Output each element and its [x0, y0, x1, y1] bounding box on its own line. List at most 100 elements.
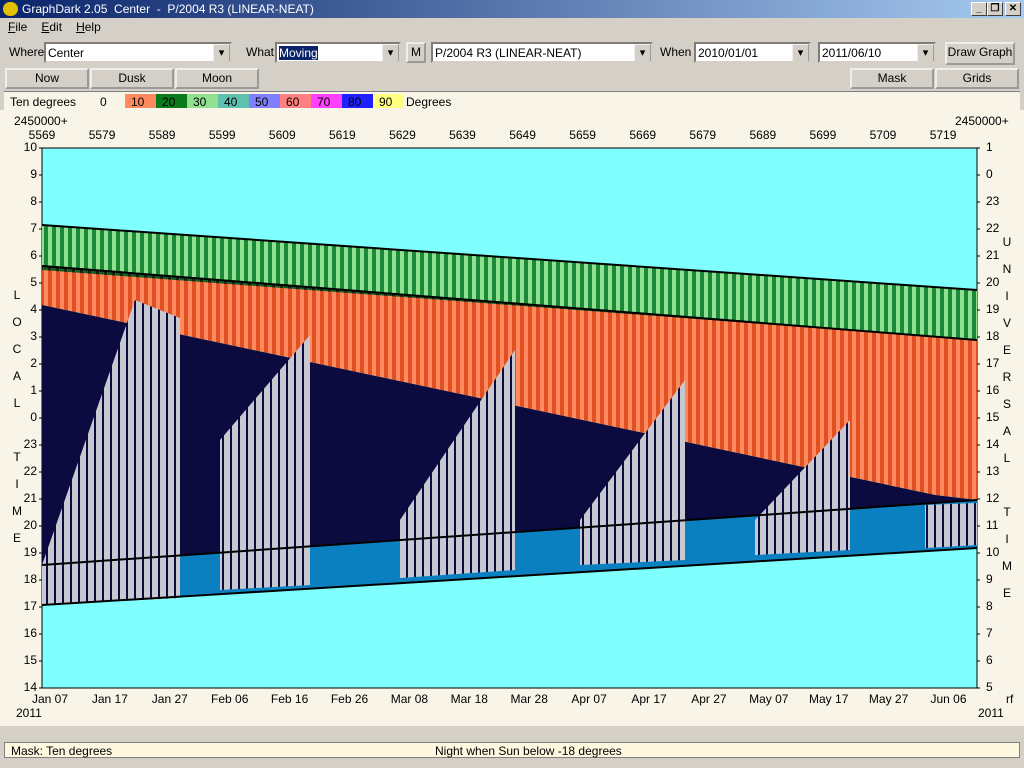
jd-label: 5659 [569, 128, 596, 142]
local-tick-label: 9 [30, 167, 37, 181]
legend-step: 10 [131, 95, 145, 109]
date-label: Jun 06 [930, 692, 966, 706]
status-bar: Mask: Ten degrees Night when Sun below -… [4, 742, 1020, 758]
local-tick-label: 8 [30, 194, 37, 208]
date-label: Apr 07 [571, 692, 607, 706]
ut-tick-label: 9 [986, 572, 993, 586]
legend-swatch: 60 [280, 94, 311, 109]
local-tick-label: 19 [24, 545, 38, 559]
altitude-band-light [42, 225, 977, 340]
ut-tick-label: 17 [986, 356, 1000, 370]
legend-unit: Degrees [406, 95, 452, 109]
legend-step: 80 [348, 95, 362, 109]
view-button[interactable]: Now [5, 68, 89, 89]
legend-swatch: 90 [373, 94, 404, 109]
what-label: What [246, 45, 275, 59]
jd-label: 5689 [749, 128, 776, 142]
local-time-title: LOCAL TIME [10, 288, 24, 558]
legend-swatch: 20 [156, 94, 187, 109]
start-combo[interactable]: 2010/01/01 [694, 42, 811, 63]
status-mask: Mask: Ten degrees [11, 744, 113, 758]
jd-label: 5719 [930, 128, 957, 142]
local-tick-label: 21 [24, 491, 38, 505]
local-tick-label: 17 [24, 599, 38, 613]
year-label: 2011 [16, 706, 42, 720]
legend-step: 60 [286, 95, 300, 109]
legend-step: 30 [193, 95, 207, 109]
local-tick-label: 2 [30, 356, 37, 370]
local-tick-label: 15 [24, 653, 38, 667]
view-button[interactable]: Dusk [90, 68, 174, 89]
restore-button[interactable]: ❐ [987, 2, 1003, 16]
menu-item[interactable]: Edit [41, 20, 63, 34]
option-button[interactable]: Mask [850, 68, 934, 89]
ut-tick-label: 19 [986, 302, 1000, 316]
local-tick-label: 18 [24, 572, 38, 586]
minimize-button[interactable]: _ [971, 2, 987, 16]
draw-graph-button[interactable]: Draw Graph [945, 42, 1015, 65]
option-button[interactable]: Grids [935, 68, 1019, 89]
where-combo[interactable]: Center [44, 42, 232, 63]
menu-item[interactable]: File [8, 20, 28, 34]
date-label: Mar 08 [391, 692, 429, 706]
legend-swatch: 70 [311, 94, 342, 109]
window-title: GraphDark 2.05 Center - P/2004 R3 (LINEA… [22, 2, 314, 16]
local-tick-label: 4 [30, 302, 37, 316]
legend-swatch: 40 [218, 94, 249, 109]
date-label: May 07 [749, 692, 789, 706]
local-tick-label: 20 [24, 518, 38, 532]
local-tick-label: 3 [30, 329, 37, 343]
date-label: Jan 07 [32, 692, 68, 706]
jd-label: 5619 [329, 128, 356, 142]
ut-tick-label: 8 [986, 599, 993, 613]
m-button[interactable]: M [406, 42, 426, 63]
menu-item[interactable]: Help [76, 20, 101, 34]
where-label: Where [9, 45, 45, 59]
date-label: Mar 28 [511, 692, 549, 706]
ut-tick-label: 22 [986, 221, 1000, 235]
legend-swatch: 30 [187, 94, 218, 109]
local-tick-label: 16 [24, 626, 38, 640]
moon-wedge [755, 420, 850, 555]
legend-step: 40 [224, 95, 238, 109]
close-button[interactable]: ✕ [1005, 2, 1021, 16]
moon-wedge [400, 350, 515, 578]
ut-tick-label: 1 [986, 140, 993, 154]
jd-label: 5569 [29, 128, 56, 142]
legend-swatch: 0 [94, 94, 125, 109]
moon-wedge [580, 380, 685, 565]
what-value: Moving [279, 46, 318, 60]
legend-swatch: 10 [125, 94, 156, 109]
ut-tick-label: 0 [986, 167, 993, 181]
jd-prefix: 2450000+ [14, 114, 68, 128]
end-combo[interactable]: 2011/06/10 [818, 42, 936, 63]
date-label: Feb 06 [211, 692, 249, 706]
legend-bar: Ten degrees 0 10 20 30 40 50 60 70 80 90 Degrees [4, 91, 1020, 110]
what-combo[interactable]: Moving [275, 42, 401, 63]
jd-label: 5699 [810, 128, 837, 142]
jd-label: 5579 [89, 128, 116, 142]
local-tick-label: 14 [24, 680, 38, 694]
moon-wedge [42, 300, 180, 605]
legend-step: 90 [379, 95, 393, 109]
app-icon [3, 2, 18, 16]
ut-tick-label: 23 [986, 194, 1000, 208]
ut-tick-label: 21 [986, 248, 1000, 262]
date-label: Mar 18 [451, 692, 489, 706]
ut-title: UNIVERSAL TIME [1000, 235, 1014, 613]
menu-bar: File Edit Help [8, 20, 115, 34]
legend-label: Ten degrees [10, 95, 77, 109]
twilight-lines [41, 224, 978, 606]
jd-label: 5709 [870, 128, 897, 142]
jd-label: 5609 [269, 128, 296, 142]
view-button[interactable]: Moon [175, 68, 259, 89]
ut-tick-label: 12 [986, 491, 1000, 505]
legend-step: 20 [162, 95, 176, 109]
graph: 2450000+ 2450000+5569 5579 5589 5599 5609 5619… [0, 110, 1024, 726]
local-tick-label: 6 [30, 248, 37, 262]
date-label: May 27 [869, 692, 909, 706]
local-tick-label: 7 [30, 221, 37, 235]
jd-label: 5649 [509, 128, 536, 142]
object-combo[interactable]: P/2004 R3 (LINEAR-NEAT) [431, 42, 653, 63]
